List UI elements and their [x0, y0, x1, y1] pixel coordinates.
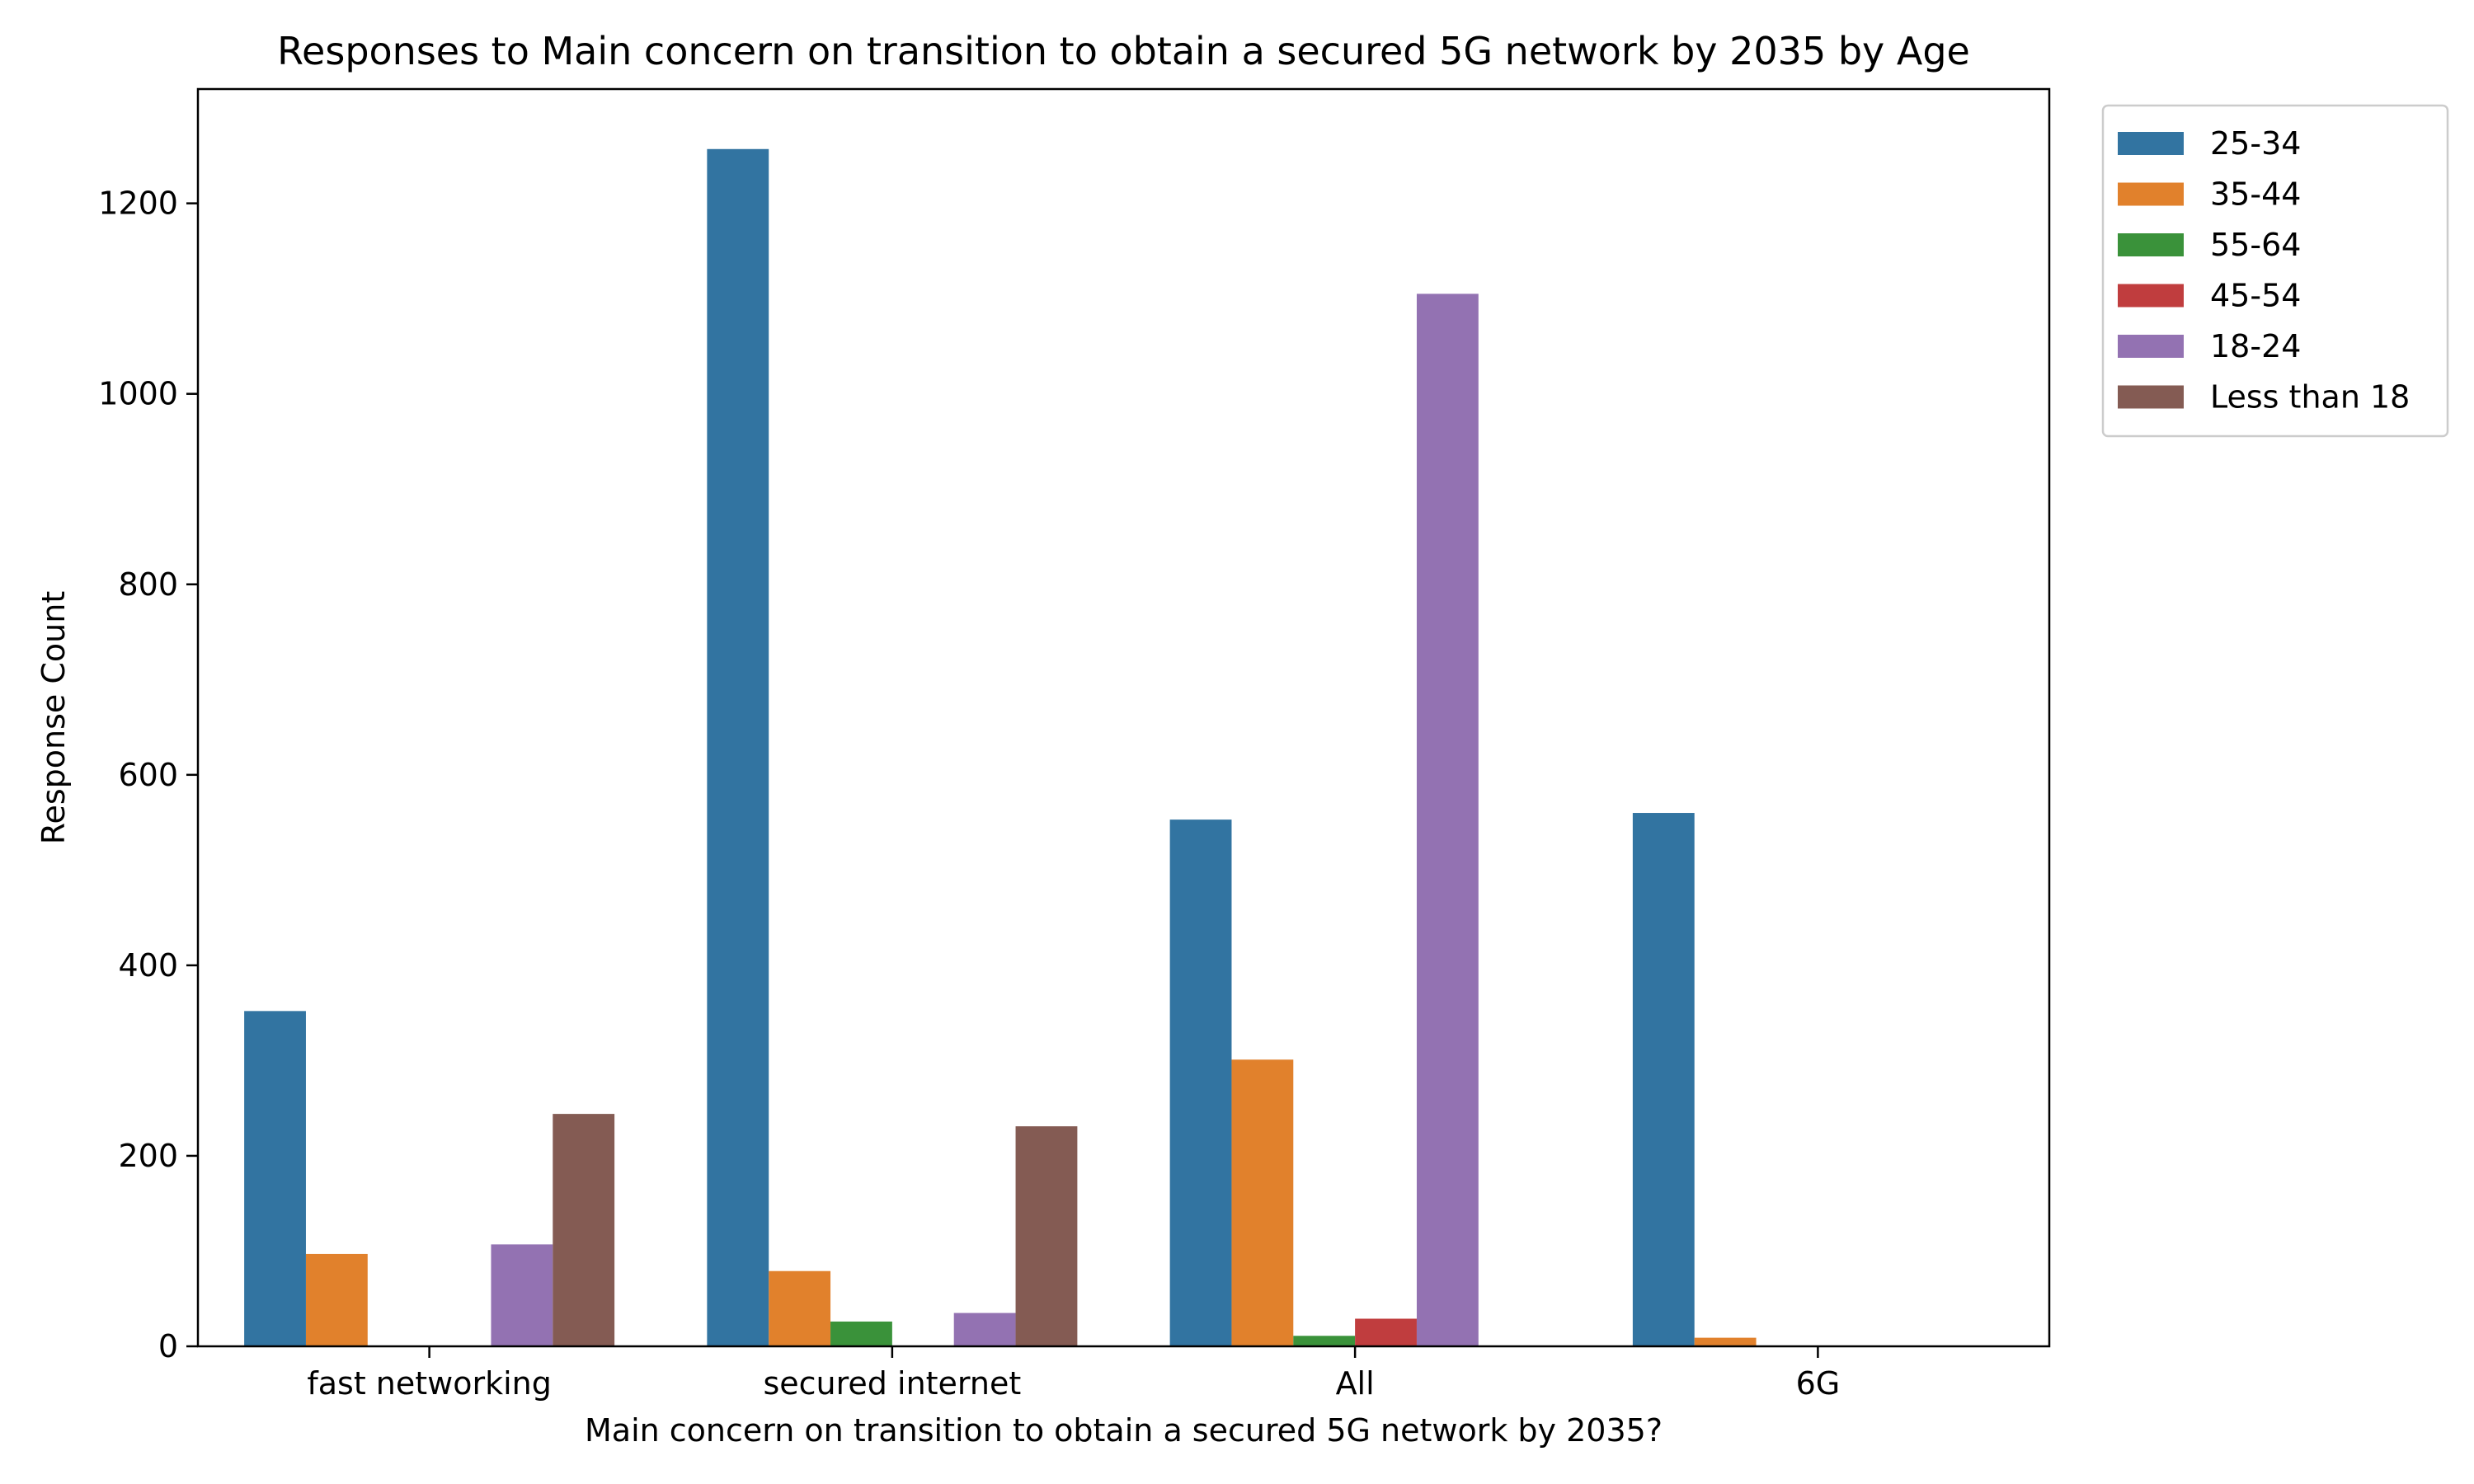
legend: 25-34 35-44 55-64 45-54 18-24 Less than 18 — [2101, 104, 2449, 438]
bar-45-54-all — [1355, 1318, 1417, 1346]
chart-title: Responses to Main concern on transition … — [277, 29, 1970, 73]
legend-swatch — [2118, 182, 2184, 206]
x-tick-label: 6G — [1796, 1365, 1841, 1402]
legend-label: 18-24 — [2210, 328, 2301, 364]
bar-less-than-18-secured-internet — [1015, 1126, 1078, 1346]
legend-swatch — [2118, 335, 2184, 358]
bar-35-44-secured-internet — [769, 1270, 831, 1346]
y-tick-label: 800 — [118, 566, 178, 603]
y-tick-label: 1000 — [98, 376, 178, 412]
x-tick-label: secured internet — [763, 1365, 1021, 1402]
x-tick-label: fast networking — [307, 1365, 552, 1402]
legend-swatch — [2118, 132, 2184, 155]
legend-box — [2101, 104, 2449, 438]
x-axis: fast networking secured internet All 6G — [307, 1346, 1840, 1402]
y-axis: 0 200 400 600 800 1000 1200 — [98, 186, 198, 1364]
bar-less-than-18-fast-networking — [553, 1114, 615, 1346]
bars — [244, 148, 1757, 1347]
y-tick-label: 1200 — [98, 186, 178, 222]
bar-25-34-6g — [1632, 813, 1695, 1346]
bar-35-44-6g — [1694, 1337, 1757, 1346]
y-tick-label: 200 — [118, 1138, 178, 1174]
bar-25-34-secured-internet — [707, 148, 769, 1347]
legend-swatch — [2118, 385, 2184, 409]
legend-swatch — [2118, 233, 2184, 256]
legend-label: 35-44 — [2210, 176, 2301, 213]
legend-label: Less than 18 — [2210, 379, 2410, 416]
legend-swatch — [2118, 284, 2184, 308]
x-tick-label: All — [1336, 1365, 1375, 1402]
bar-25-34-fast-networking — [244, 1011, 306, 1346]
y-tick-label: 400 — [118, 947, 178, 984]
bar-55-64-all — [1293, 1336, 1356, 1346]
legend-label: 25-34 — [2210, 125, 2301, 162]
y-tick-label: 0 — [158, 1328, 178, 1364]
bar-35-44-all — [1231, 1059, 1294, 1346]
legend-label: 55-64 — [2210, 227, 2301, 263]
bar-35-44-fast-networking — [305, 1253, 368, 1346]
bar-55-64-secured-internet — [830, 1321, 892, 1346]
y-tick-label: 600 — [118, 757, 178, 793]
y-axis-title: Response Count — [35, 591, 72, 844]
bar-18-24-secured-internet — [953, 1313, 1016, 1346]
plot-area-frame — [196, 87, 2051, 1348]
bar-25-34-all — [1169, 819, 1232, 1346]
bar-18-24-all — [1416, 294, 1479, 1346]
bar-18-24-fast-networking — [491, 1244, 553, 1346]
legend-label: 45-54 — [2210, 278, 2301, 314]
x-axis-title: Main concern on transition to obtain a s… — [585, 1412, 1663, 1449]
